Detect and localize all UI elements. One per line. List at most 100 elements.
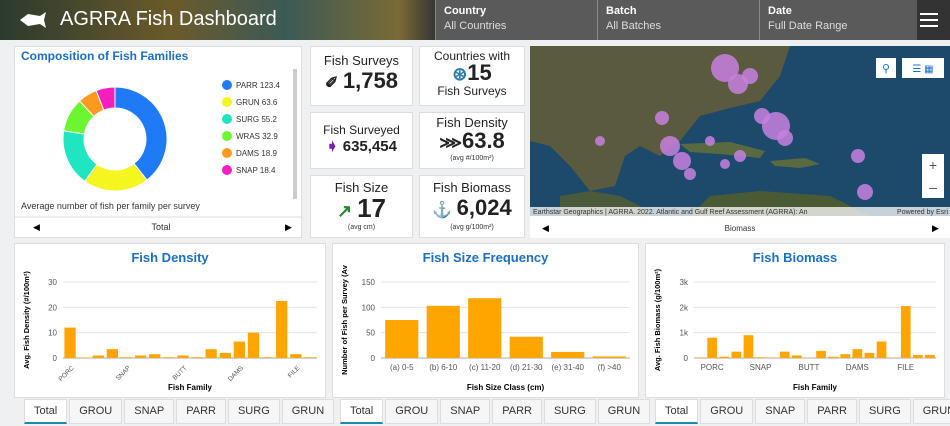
y-tick-label: 0 — [53, 354, 58, 363]
y-axis-label: Number of Fish per Survey (Av — [340, 264, 349, 375]
bar — [695, 357, 705, 358]
tab[interactable]: SURG — [227, 399, 280, 424]
legend-entry: SURG 55.2 — [236, 115, 277, 124]
x-tick-label: SNAP — [115, 365, 132, 382]
zoom-buttons[interactable] — [922, 154, 944, 198]
bar-chart: Fish Size Frequency Number of Fish per Su… — [340, 250, 630, 392]
tab[interactable]: SNAP — [440, 399, 491, 424]
y-tick-label: 0 — [371, 354, 376, 363]
tab[interactable]: SURG — [543, 399, 596, 424]
x-tick-label: SNAP — [750, 363, 772, 372]
y-axis-label: Avg. Fish Density (#/100m²) — [22, 271, 31, 369]
nav-prev[interactable]: ◀ — [33, 222, 40, 232]
legend-name: GRUN — [236, 98, 260, 107]
search-button[interactable] — [876, 58, 896, 78]
legend-value: 63.6 — [262, 98, 278, 107]
tab[interactable]: PARR — [807, 399, 857, 424]
map-panel: ⚲ ☰ ▦ + – Earthstar Geographics | AGRRA.… — [530, 46, 950, 238]
bar — [755, 357, 766, 358]
bar — [864, 352, 875, 358]
y-tick-label: 10 — [48, 329, 57, 338]
bar — [78, 357, 90, 358]
card-title: Fish Surveyed — [323, 123, 400, 137]
tab[interactable]: GRUN — [281, 399, 335, 424]
nav-next[interactable]: ▶ — [932, 223, 939, 233]
header: AGRRA Fish Dashboard Country All Countrie… — [0, 0, 950, 40]
scrollbar[interactable] — [293, 69, 297, 199]
chart-title: Fish Density — [131, 250, 209, 265]
legend-swatch — [222, 165, 232, 175]
menu-button[interactable] — [920, 12, 942, 28]
donut-panel: Composition of Fish Families Average num… — [14, 46, 302, 238]
filter[interactable]: Country All Countries — [435, 0, 597, 40]
tab[interactable]: Total — [655, 399, 699, 424]
legend-name: DAMS — [236, 149, 259, 158]
bar — [551, 351, 585, 358]
bar — [792, 355, 802, 358]
legend-entry: DAMS 18.9 — [236, 149, 277, 158]
legend-name: SNAP — [236, 166, 258, 175]
filter[interactable]: Date Full Date Range — [759, 0, 917, 40]
filter-label: Country — [444, 5, 487, 17]
legend-entry: SNAP 18.4 — [236, 166, 276, 175]
bar — [290, 354, 302, 358]
y-tick-label: 2k — [680, 303, 689, 312]
card-title: Fish Surveys — [323, 53, 400, 68]
chart-title: Composition of Fish Families — [21, 49, 189, 63]
legend-value: 18.9 — [261, 149, 277, 158]
bar — [779, 351, 790, 358]
donut-slice — [95, 86, 116, 111]
bar — [304, 357, 316, 358]
x-tick-label: (b) 6-10 — [429, 363, 458, 372]
bar — [219, 352, 231, 358]
x-tick-label: (d) 21-30 — [510, 363, 543, 372]
kpi-card: Fish Biomass ⚓ 6,024 (avg g/100m²) — [419, 175, 525, 238]
filter-value: All Countries — [444, 20, 507, 32]
kpi-card: Fish Surveyed ➧ 635,454 — [310, 112, 413, 169]
tab[interactable]: GROU — [385, 399, 439, 424]
x-tick-label: (c) 11-20 — [469, 363, 501, 372]
donut-chart: Composition of Fish Families Average num… — [15, 49, 301, 232]
legend-swatch — [222, 148, 232, 158]
nav-prev[interactable]: ◀ — [542, 223, 549, 233]
bar — [468, 298, 502, 358]
filter-value: Full Date Range — [768, 20, 848, 32]
bar — [205, 349, 217, 358]
bar — [149, 354, 161, 358]
x-tick-label: PORC — [701, 363, 724, 372]
y-tick-label: 50 — [366, 329, 375, 338]
tab[interactable]: SNAP — [124, 399, 175, 424]
tab[interactable]: GROU — [700, 399, 754, 424]
bar — [276, 301, 288, 358]
card-subtitle: (avg g/100m²) — [450, 224, 494, 231]
map-tools[interactable] — [902, 58, 944, 78]
filter[interactable]: Batch All Batches — [597, 0, 759, 40]
x-tick-label: DAMS — [227, 364, 246, 383]
tab[interactable]: GRUN — [597, 399, 651, 424]
bar — [64, 327, 76, 358]
tab[interactable]: PARR — [176, 399, 226, 424]
card-subtitle: (avg #/100m²) — [450, 155, 494, 162]
filter-label: Date — [768, 5, 792, 17]
legend-name: PARR — [236, 81, 258, 90]
nav-next[interactable]: ▶ — [285, 222, 292, 232]
tab[interactable]: GROU — [69, 399, 123, 424]
y-tick-label: 30 — [48, 278, 57, 287]
tab[interactable]: SURG — [858, 399, 911, 424]
tab[interactable]: PARR — [492, 399, 542, 424]
bar — [163, 357, 175, 358]
tab[interactable]: SNAP — [755, 399, 806, 424]
x-tick-label: (e) 31-40 — [552, 363, 585, 372]
map-points[interactable] — [595, 54, 873, 200]
map[interactable]: ⚲ ☰ ▦ + – Earthstar Geographics | AGRRA.… — [530, 46, 950, 216]
card-title: Fish Size — [334, 180, 389, 195]
y-tick-label: 3k — [680, 278, 689, 287]
y-tick-label: 20 — [48, 303, 57, 312]
tab[interactable]: Total — [24, 399, 68, 424]
tab[interactable]: GRUN — [912, 399, 950, 424]
legend-name: SURG — [236, 115, 259, 124]
svg-text:+: + — [929, 157, 937, 173]
legend-value: 32.9 — [262, 132, 278, 141]
tab[interactable]: Total — [340, 399, 384, 424]
powered-by: Powered by Esri — [897, 209, 948, 216]
